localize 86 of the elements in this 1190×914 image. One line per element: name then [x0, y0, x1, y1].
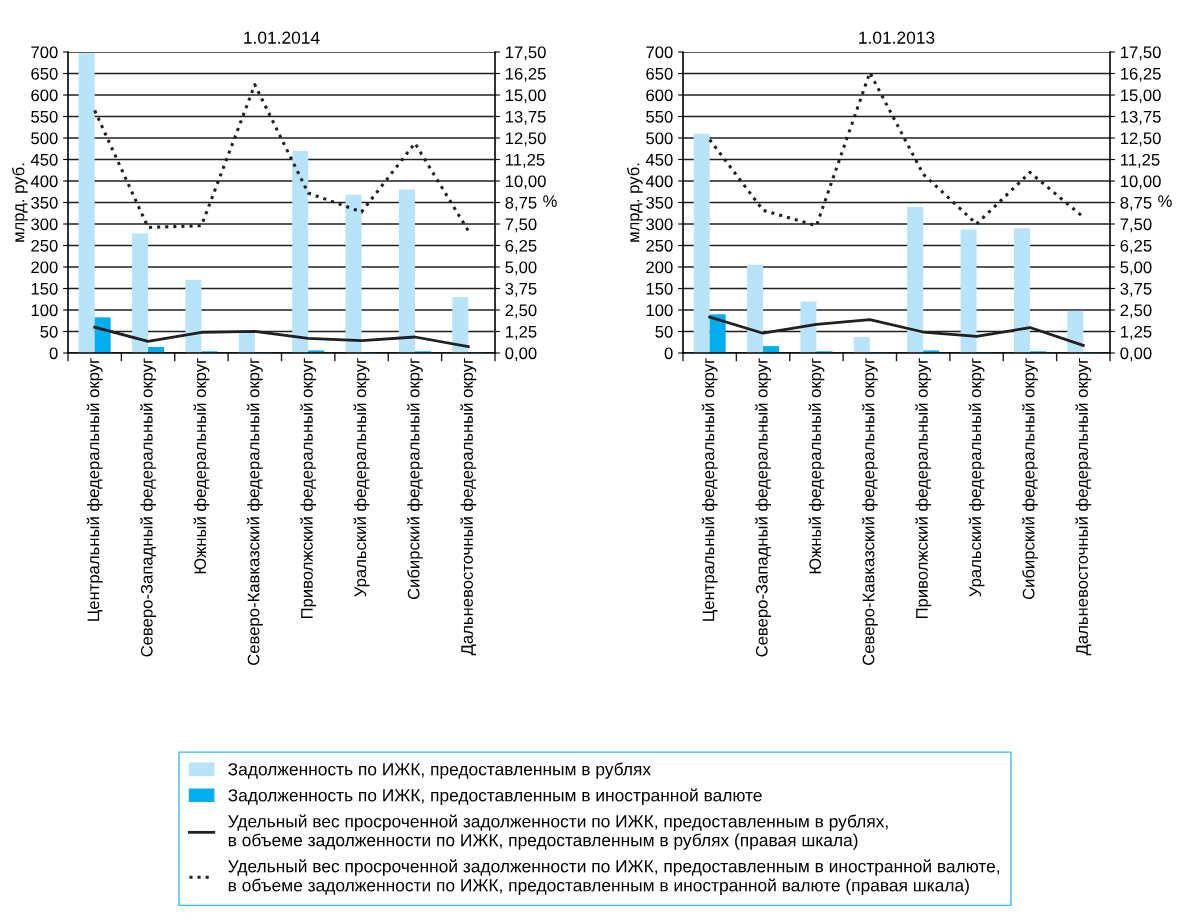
y-tick-label: 500: [31, 132, 58, 145]
y2-tick-label: 10,00: [505, 175, 546, 190]
y-tick-label: 50: [655, 325, 673, 338]
y-tick-label: 600: [31, 89, 58, 102]
x-tick-label: Северо-Западный федеральный округ: [140, 358, 156, 657]
y2-tick-label: 15,00: [505, 89, 546, 104]
y-tick-label: 100: [31, 304, 58, 317]
y2-tick-label: 17,50: [505, 46, 546, 61]
y2-axis-title: %: [1158, 195, 1172, 207]
y-tick-label: 700: [646, 46, 673, 59]
y-tick-label: 150: [646, 282, 673, 295]
y2-tick-label: 16,25: [1120, 67, 1161, 82]
x-tick-label: Северо-Кавказский федеральный округ: [246, 358, 263, 665]
y-tick-label: 300: [646, 218, 673, 231]
y2-tick-label: 13,75: [1120, 110, 1161, 125]
y2-tick-label: 5,00: [505, 261, 537, 276]
x-tick-label: Северо-Кавказский федеральный округ: [861, 358, 878, 665]
x-tick-label: Уральский федеральный округ: [968, 358, 985, 597]
y-tick-label: 600: [646, 89, 673, 102]
y-tick-label: 550: [646, 110, 673, 123]
y2-tick-label: 16,25: [505, 67, 546, 82]
y-tick-label: 0: [664, 347, 673, 360]
x-tick-label: Южный федеральный округ: [808, 358, 825, 574]
y-tick-label: 350: [31, 196, 58, 209]
legend-label: Удельный вес просроченной задолженности по ИЖК, предоставленным в рублях, в объеме задолженности по ИЖК, предоставленным в рублях (правая шкала): [228, 814, 888, 850]
y-tick-label: 100: [646, 304, 673, 317]
y2-tick-label: 3,75: [1120, 282, 1152, 297]
y2-axis-title: %: [543, 195, 557, 207]
legend-label: Удельный вес просроченной задолженности по ИЖК, предоставленным в иностранной валюте, в объеме задолженности по ИЖК, предоставленным в иностранной валюте (правая шкала): [228, 859, 1000, 895]
y-tick-label: 500: [646, 132, 673, 145]
y-tick-label: 550: [31, 110, 58, 123]
y2-tick-label: 17,50: [1120, 46, 1161, 61]
y-tick-label: 250: [31, 239, 58, 252]
y-tick-label: 650: [646, 67, 673, 80]
y2-tick-label: 3,75: [505, 282, 537, 297]
y2-tick-label: 6,25: [505, 239, 537, 254]
y2-tick-label: 6,25: [1120, 239, 1152, 254]
y2-tick-label: 8,75: [1120, 196, 1152, 211]
y-tick-label: 650: [31, 67, 58, 80]
y2-tick-label: 15,00: [1120, 89, 1161, 104]
y2-tick-label: 7,50: [505, 218, 537, 233]
y-tick-label: 350: [646, 196, 673, 209]
x-tick-label: Уральский федеральный округ: [353, 358, 370, 597]
y-tick-label: 200: [646, 261, 673, 274]
y2-tick-label: 12,50: [505, 132, 546, 147]
y-tick-label: 250: [646, 239, 673, 252]
x-tick-label: Сибирский федеральный округ: [407, 358, 423, 600]
x-tick-label: Центральный федеральный округ: [701, 358, 718, 621]
y2-tick-label: 13,75: [505, 110, 546, 125]
y2-tick-label: 5,00: [1120, 261, 1152, 276]
y2-tick-label: 0,00: [1120, 347, 1152, 362]
legend-label: Задолженность по ИЖК, предоставленным в иностранной валюте: [228, 788, 762, 805]
x-tick-label: Центральный федеральный округ: [86, 358, 103, 621]
y2-tick-label: 7,50: [1120, 218, 1152, 233]
legend-label: Задолженность по ИЖК, предоставленным в рублях: [228, 762, 651, 779]
y2-tick-label: 1,25: [1120, 325, 1152, 340]
y-tick-label: 700: [31, 46, 58, 59]
x-tick-label: Южный федеральный округ: [193, 358, 210, 574]
y-axis-title: млрд. руб.: [12, 163, 28, 242]
y2-tick-label: 8,75: [505, 196, 537, 211]
x-tick-label: Приволжский федеральный округ: [300, 358, 317, 619]
y2-tick-label: 12,50: [1120, 132, 1161, 147]
y-tick-label: 450: [30, 153, 58, 166]
y2-tick-label: 1,25: [505, 325, 537, 340]
x-tick-label: Дальневосточный федеральный округ: [460, 358, 477, 656]
y2-tick-label: 0,00: [505, 347, 537, 362]
x-tick-label: Сибирский федеральный округ: [1022, 358, 1038, 600]
y-tick-label: 150: [31, 282, 58, 295]
y-tick-label: 450: [645, 153, 673, 166]
x-tick-label: Дальневосточный федеральный округ: [1075, 358, 1092, 656]
y2-tick-label: 11,25: [505, 153, 545, 168]
y2-tick-label: 10,00: [1120, 175, 1161, 190]
y-axis-title: млрд. руб.: [627, 163, 643, 242]
chart-title: 1.01.2013: [859, 31, 935, 44]
chart-title: 1.01.2014: [244, 31, 320, 44]
x-tick-label: Приволжский федеральный округ: [915, 358, 932, 619]
y-tick-label: 50: [40, 325, 58, 338]
y-tick-label: 0: [49, 347, 58, 360]
y2-tick-label: 2,50: [505, 304, 537, 319]
y-tick-label: 400: [30, 175, 58, 188]
y-tick-label: 300: [31, 218, 58, 231]
x-tick-label: Северо-Западный федеральный округ: [755, 358, 771, 657]
y-tick-label: 400: [645, 175, 673, 188]
y-tick-label: 200: [31, 261, 58, 274]
y2-tick-label: 11,25: [1120, 153, 1160, 168]
y2-tick-label: 2,50: [1120, 304, 1152, 319]
